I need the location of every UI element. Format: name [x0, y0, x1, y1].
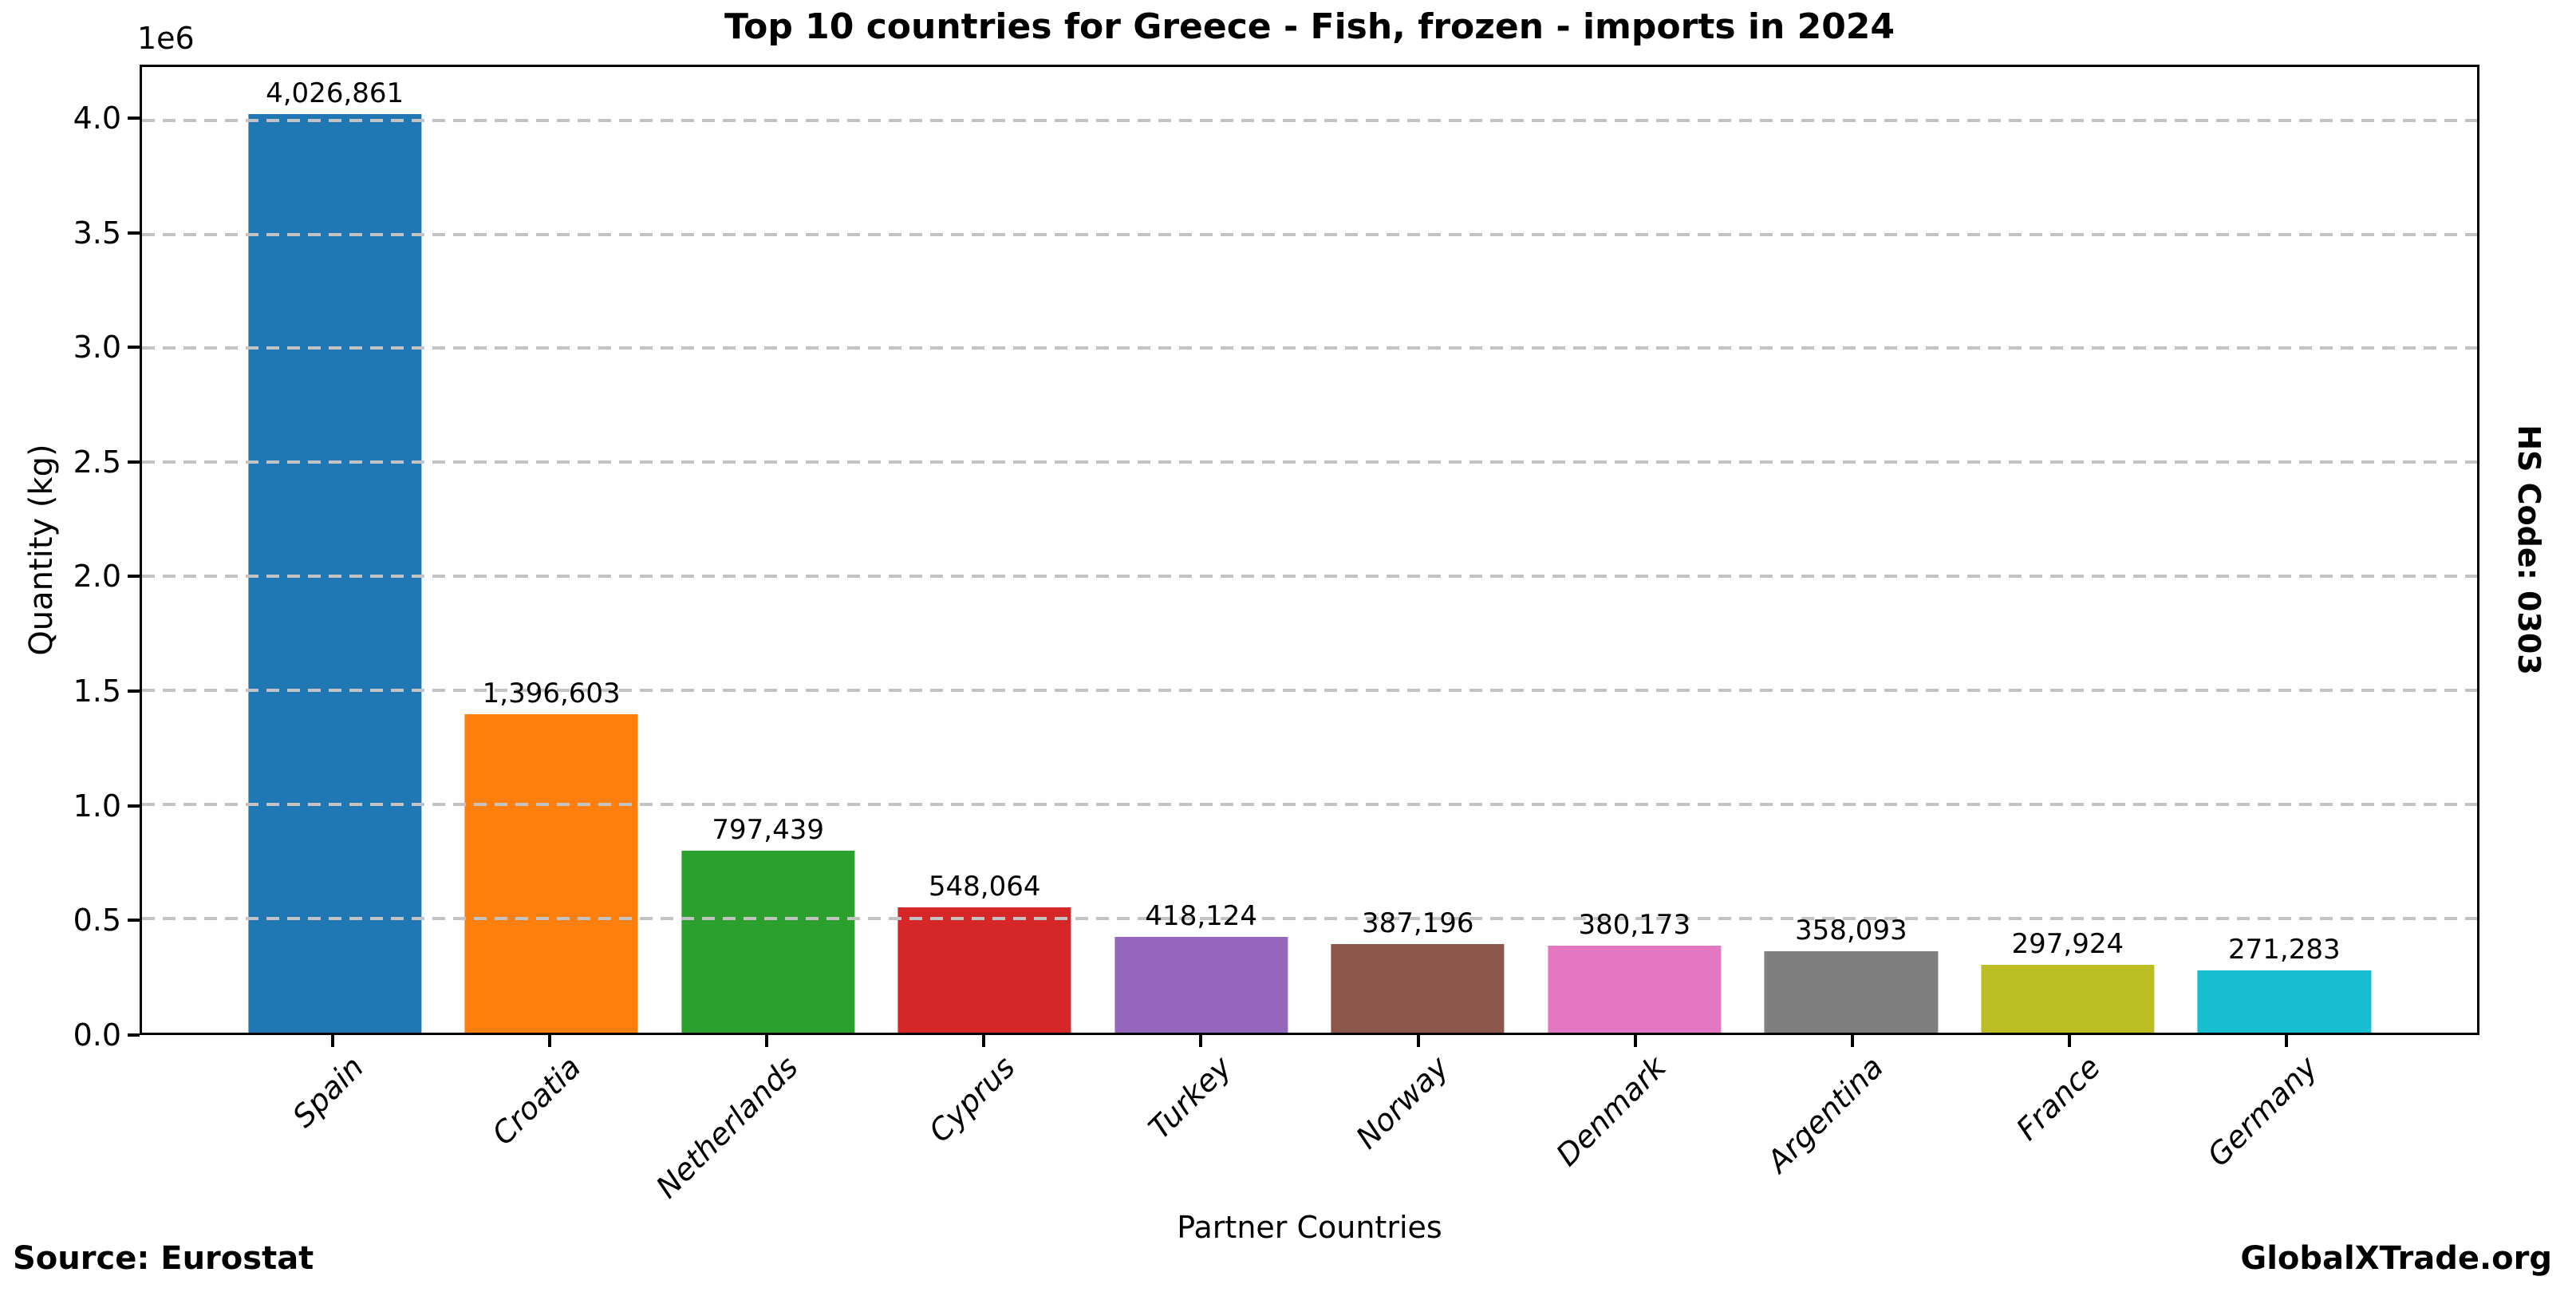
bar-value-label: 380,173: [1578, 909, 1691, 942]
y-tick-mark: [128, 575, 140, 579]
gridline: [142, 118, 2477, 122]
x-tick-mark: [2067, 1035, 2071, 1047]
bar-cyprus: [897, 907, 1071, 1033]
y-tick-mark: [128, 460, 140, 464]
x-tick-mark: [982, 1035, 986, 1047]
bar-value-label: 4,026,861: [266, 77, 404, 109]
y-tick-label: 4.0: [73, 100, 121, 136]
category-label-turkey: Turkey: [1142, 1049, 1239, 1146]
y-tick-label: 1.5: [73, 674, 121, 709]
x-tick-mark: [331, 1035, 335, 1047]
category-label-croatia: Croatia: [485, 1049, 588, 1152]
bar-value-label: 548,064: [928, 871, 1041, 903]
category-label-netherlands: Netherlands: [649, 1049, 805, 1205]
bar-germany: [2197, 970, 2371, 1033]
bar-argentina: [1764, 950, 1938, 1033]
category-label-argentina: Argentina: [1760, 1049, 1890, 1179]
y-axis-label: Quantity (kg): [23, 444, 60, 656]
x-tick-mark: [548, 1035, 552, 1047]
y-tick-label: 2.5: [73, 444, 121, 480]
y-tick-mark: [128, 804, 140, 808]
plot-area: 4,026,861 1,396,603 797,439 548,064 418,124 3…: [140, 65, 2479, 1035]
gridline: [142, 460, 2477, 464]
bar-value-label: 1,396,603: [482, 677, 621, 709]
y-tick-label: 0.0: [73, 1017, 121, 1053]
chart-title: Top 10 countries for Greece - Fish, froz…: [724, 6, 1896, 47]
category-label-spain: Spain: [286, 1049, 371, 1135]
gridline: [142, 232, 2477, 236]
y-tick-mark: [128, 689, 140, 693]
category-label-cyprus: Cyprus: [921, 1049, 1022, 1149]
bar-value-label: 387,196: [1361, 907, 1474, 940]
category-label-norway: Norway: [1349, 1049, 1456, 1156]
y-tick-mark: [128, 919, 140, 923]
gridline: [142, 346, 2477, 350]
bar-value-label: 797,439: [712, 814, 824, 847]
x-tick-mark: [1416, 1035, 1420, 1047]
x-tick-mark: [765, 1035, 769, 1047]
bar-value-label: 418,124: [1145, 900, 1258, 933]
y-tick-label: 3.5: [73, 215, 121, 251]
bar-netherlands: [681, 851, 855, 1033]
x-tick-mark: [1850, 1035, 1854, 1047]
hs-code-label: HS Code: 0303: [2511, 425, 2546, 675]
x-tick-mark: [1199, 1035, 1203, 1047]
y-tick-mark: [128, 231, 140, 235]
bar-value-label: 358,093: [1794, 914, 1907, 946]
x-axis-label: Partner Countries: [1177, 1210, 1442, 1245]
y-tick-mark: [128, 1033, 140, 1037]
gridline: [142, 575, 2477, 579]
source-note: Source: Eurostat: [13, 1240, 314, 1277]
x-tick-mark: [1633, 1035, 1637, 1047]
y-axis-offset-label: 1e6: [137, 21, 195, 56]
y-tick-mark: [128, 116, 140, 120]
y-tick-label: 1.0: [73, 788, 121, 824]
bar-croatia: [464, 713, 638, 1033]
bar-spain: [248, 113, 422, 1033]
bar-norway: [1331, 944, 1505, 1033]
bar-france: [1981, 964, 2155, 1033]
bar-denmark: [1548, 946, 1722, 1033]
y-tick-label: 2.0: [73, 559, 121, 595]
bar-turkey: [1114, 937, 1288, 1033]
category-label-france: France: [2009, 1049, 2107, 1148]
y-tick-label: 0.5: [73, 903, 121, 938]
category-label-denmark: Denmark: [1549, 1049, 1673, 1173]
brand-note: GlobalXTrade.org: [2240, 1240, 2552, 1277]
x-tick-mark: [2284, 1035, 2288, 1047]
y-tick-mark: [128, 346, 140, 350]
category-label-germany: Germany: [2199, 1049, 2324, 1174]
bar-value-label: 297,924: [2011, 927, 2124, 960]
bar-value-label: 271,283: [2228, 934, 2341, 966]
y-tick-label: 3.0: [73, 330, 121, 365]
